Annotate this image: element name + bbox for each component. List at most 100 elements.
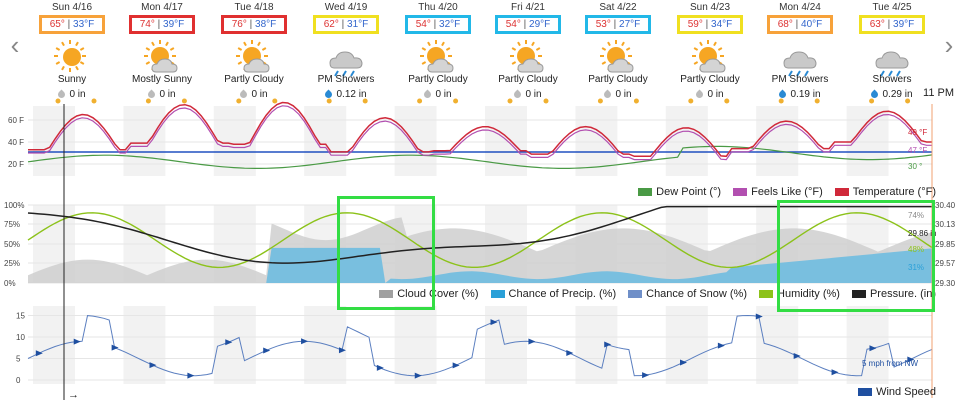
day-column[interactable]: Fri 4/21 54° | 29°F Partly Cloudy 0 in (484, 0, 572, 104)
day-date: Mon 4/24 (779, 2, 821, 13)
y-tick-label: 5 (16, 355, 21, 364)
night-band (304, 106, 347, 176)
legend-label[interactable]: Pressure. (in) (869, 288, 936, 300)
cloud-end-label: 31% (908, 263, 924, 272)
y2-tick-label: 29.85 (935, 240, 956, 249)
sunset-marker (905, 98, 911, 104)
wind-direction-arrow (263, 347, 271, 354)
wind-direction-arrow (111, 344, 119, 351)
low-temp: 27°F (619, 19, 641, 30)
wind-direction-arrow (528, 338, 536, 345)
precip-amount: 0 in (574, 88, 662, 102)
wind-direction-arrow (376, 364, 384, 371)
legend-label[interactable]: Chance of Snow (%) (646, 288, 748, 300)
legend-label[interactable]: Chance of Precip. (%) (508, 288, 617, 300)
condition-text: Partly Cloudy (680, 74, 740, 85)
condition-text: Partly Cloudy (224, 74, 284, 85)
feels-like-line (28, 105, 932, 161)
wind-direction-arrow (907, 356, 915, 363)
legend-swatch (834, 188, 849, 197)
legend-swatch (628, 290, 643, 299)
low-temp: 39°F (893, 19, 915, 30)
wind-direction-arrow (717, 342, 725, 349)
y-tick-label: 50% (4, 240, 20, 249)
legend-swatch (759, 290, 774, 299)
highlight-box-midweek (337, 196, 435, 310)
day-date: Tue 4/18 (234, 2, 274, 13)
precip-amount: 0 in (210, 88, 298, 102)
sunset-marker (453, 98, 459, 104)
high-temp: 53° (595, 19, 611, 30)
pressure-line (27, 205, 932, 264)
high-temp: 62° (323, 19, 339, 30)
day-date: Thu 4/20 (418, 2, 458, 13)
wind-direction-arrow (149, 362, 157, 369)
legend-swatch (851, 290, 866, 299)
y-tick-label: 75% (4, 220, 20, 229)
day-column[interactable]: Sun 4/23 59° | 34°F Partly Cloudy 0 in (666, 0, 754, 104)
sun-cloud-icon (688, 38, 732, 74)
legend-label[interactable]: Wind Speed (876, 386, 936, 398)
next-arrow-button[interactable]: › (944, 30, 954, 60)
sunrise-marker (688, 98, 694, 104)
precip-amount: 0 in (484, 88, 572, 102)
legend-label[interactable]: Temperature (°F) (852, 186, 936, 198)
day-column[interactable]: Sat 4/22 53° | 27°F Partly Cloudy 0 in (574, 0, 662, 104)
cloud-legend: Cloud Cover (%) Chance of Precip. (%) Chan… (367, 288, 936, 300)
hi-lo-temps: 62° | 31°F (312, 15, 380, 34)
sun-cloud-icon (140, 38, 184, 74)
day-column[interactable]: Tue 4/18 76° | 38°F Partly Cloudy 0 in (210, 0, 298, 104)
day-column[interactable]: Wed 4/19 62° | 31°F PM Showers 0.12 in (302, 0, 390, 104)
day-column[interactable]: Mon 4/17 74° | 39°F Mostly Sunny 0 in (118, 0, 206, 104)
y-tick-label: 0% (4, 279, 16, 288)
wind-direction-arrow (490, 319, 498, 326)
condition-text: Mostly Sunny (131, 74, 193, 85)
precip-amount: 0 in (28, 88, 116, 102)
y-tick-label: 25% (4, 259, 20, 268)
wind-direction-arrow (414, 372, 422, 379)
y-tick-label: 60 F (8, 116, 24, 125)
precip-amount: 0.12 in (302, 88, 390, 102)
legend-label[interactable]: Dew Point (°) (656, 186, 722, 198)
low-temp: 31°F (347, 19, 369, 30)
day-column[interactable]: Thu 4/20 54° | 32°F Partly Cloudy 0 in (394, 0, 482, 104)
wind-direction-arrow (566, 350, 574, 357)
day-column[interactable]: Mon 4/24 68° | 40°F PM Showers 0.19 in (756, 0, 844, 104)
high-temp: 59° (687, 19, 703, 30)
night-band (665, 306, 708, 384)
hi-lo-temps: 53° | 27°F (584, 15, 652, 34)
hi-lo-temps: 65° | 33°F (38, 15, 106, 34)
rain-cloud-icon (870, 38, 914, 77)
day-column[interactable]: Sun 4/16 65° | 33°F Sunny 0 in (28, 0, 116, 104)
condition-text: PM Showers (317, 74, 375, 85)
sun-cloud-icon (232, 38, 276, 74)
cloud-end-label: 48% (908, 245, 924, 254)
legend-label[interactable]: Humidity (%) (777, 288, 840, 300)
legend-swatch (733, 188, 748, 197)
sunset-marker (543, 98, 549, 104)
low-temp: 29°F (529, 19, 551, 30)
legend-label[interactable]: Cloud Cover (%) (397, 288, 479, 300)
prev-arrow-button[interactable]: ‹ (10, 30, 20, 60)
sun-cloud-icon (416, 38, 460, 74)
wind-direction-arrow (793, 353, 801, 360)
high-temp: 63° (869, 19, 885, 30)
cloud-end-label: 74% (908, 211, 924, 220)
day-column[interactable]: Tue 4/25 63° | 39°F Showers 0.29 in (848, 0, 936, 104)
cloud-cover-area (28, 217, 932, 283)
wind-end-label: 5 mph from NW (862, 359, 918, 368)
condition-text: Sunny (57, 74, 87, 85)
night-band (846, 106, 889, 176)
sunset-marker (91, 98, 97, 104)
rain-cloud-icon (778, 38, 822, 77)
low-temp: 39°F (163, 19, 185, 30)
sunset-marker (633, 98, 639, 104)
night-band (123, 106, 166, 176)
hi-lo-temps: 74° | 39°F (128, 15, 196, 34)
day-date: Sun 4/16 (51, 2, 93, 13)
legend-label[interactable]: Feels Like (°F) (751, 186, 823, 198)
y2-tick-label: 30.13 (935, 220, 956, 229)
y-tick-label: 40 F (8, 138, 24, 147)
wind-direction-arrow (35, 350, 43, 357)
